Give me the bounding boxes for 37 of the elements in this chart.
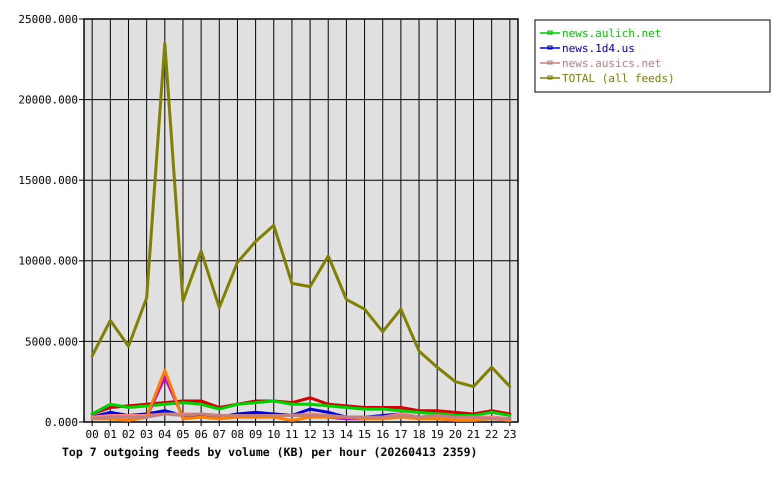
x-tick-label: 11: [285, 428, 299, 441]
x-tick-label: 17: [394, 428, 408, 441]
x-tick-label: 08: [230, 428, 244, 441]
x-tick-label: 20: [448, 428, 462, 441]
y-tick-label: 15000.000: [18, 174, 78, 188]
x-tick-label: 07: [212, 428, 226, 441]
legend-label: news.ausics.net: [562, 56, 662, 70]
x-tick-label: 12: [303, 428, 317, 441]
x-tick-label: 05: [176, 428, 190, 441]
text: Top 7 outgoing feeds by volume (KB) per hour (20260413 2359): [62, 445, 478, 459]
y-tick-label: 10000.000: [18, 254, 78, 268]
x-tick-label: 04: [158, 428, 172, 441]
x-tick-label: 16: [376, 428, 390, 441]
x-tick-label: 23: [503, 428, 516, 441]
x-tick-label: 21: [466, 428, 480, 441]
y-tick-label: 5000.000: [25, 335, 78, 348]
x-tick-label: 10: [267, 428, 280, 441]
y-tick-label: 20000.000: [18, 93, 78, 106]
x-tick-label: 01: [104, 428, 117, 441]
x-tick-label: 09: [248, 428, 262, 441]
legend-label: news.1d4.us: [562, 42, 635, 55]
x-tick-label: 03: [140, 428, 154, 441]
legend-label: TOTAL (all feeds): [562, 72, 675, 85]
x-tick-label: 00: [86, 428, 99, 441]
line-series: [90, 400, 512, 418]
x-tick-label: 02: [122, 428, 136, 441]
legend-label: news.aulich.net: [562, 26, 662, 40]
x-tick-label: 22: [485, 428, 498, 441]
line-series: [90, 42, 512, 388]
x-tick-label: 13: [322, 428, 335, 441]
x-tick-label: 15: [358, 428, 372, 441]
x-tick-label: 06: [194, 428, 208, 441]
y-tick-label: 25000.000: [18, 12, 78, 26]
x-tick-label: 18: [412, 428, 426, 441]
y-tick-label: 0.000: [44, 416, 78, 429]
x-tick-label: 14: [340, 428, 354, 441]
x-tick-label: 19: [430, 428, 444, 441]
